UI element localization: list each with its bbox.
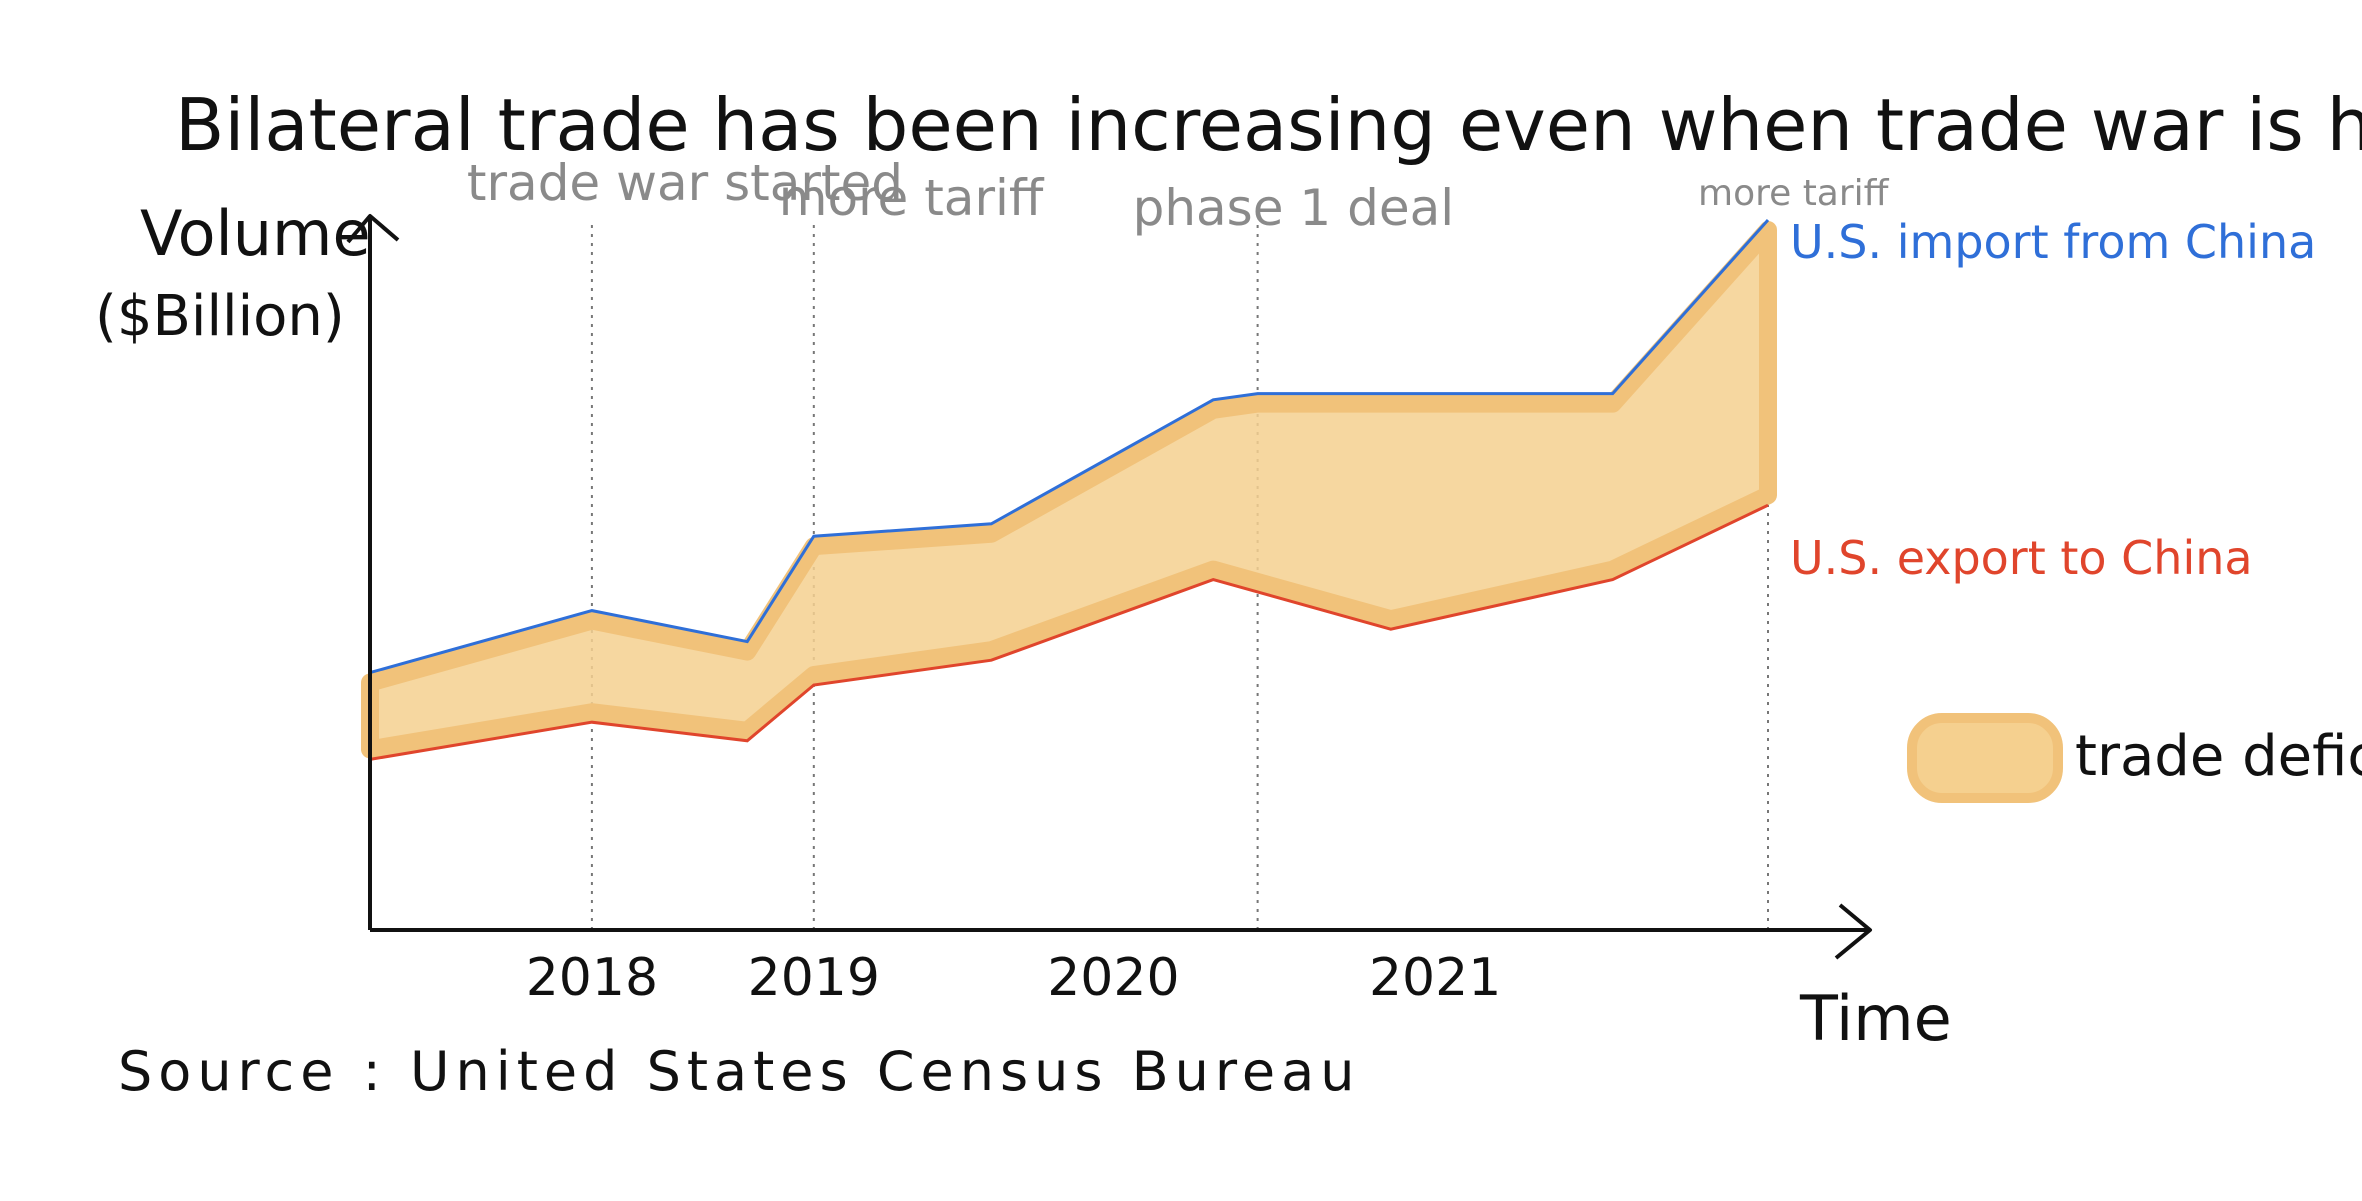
- y-axis-label: Volume: [140, 197, 371, 270]
- y-axis-unit-label: ($Billion): [95, 284, 345, 349]
- chart-title: Bilateral trade has been increasing even…: [175, 83, 2362, 167]
- x-axis: [370, 903, 1872, 960]
- legend-swatch: [1907, 713, 2063, 803]
- x-axis-label: Time: [1799, 982, 1952, 1055]
- legend: trade deficit: [1907, 713, 2362, 803]
- annotation-label: more tariff: [1698, 173, 1890, 214]
- x-tick-label: 2020: [1047, 948, 1179, 1008]
- annotation-label: trade war started: [467, 154, 903, 212]
- source-note: Source : United States Census Bureau: [118, 1040, 1361, 1103]
- annotation-label: more tariff: [779, 169, 1045, 227]
- import-series-line: [369, 218, 1770, 675]
- legend-label: trade deficit: [2075, 724, 2362, 789]
- x-tick-label: 2018: [526, 948, 658, 1008]
- series-label: U.S. import from China: [1790, 215, 2316, 269]
- series-label: U.S. export to China: [1790, 531, 2253, 585]
- series-labels: U.S. import from China U.S. export to Chi…: [1790, 215, 2316, 585]
- export-series-line: [369, 503, 1769, 761]
- x-tick-labels: 2018 2019 2020 2021: [526, 948, 1502, 1008]
- y-axis: [346, 214, 400, 930]
- trade-deficit-area: [361, 221, 1777, 759]
- annotation-label: phase 1 deal: [1133, 179, 1455, 237]
- x-tick-label: 2021: [1369, 948, 1501, 1008]
- x-tick-label: 2019: [748, 948, 880, 1008]
